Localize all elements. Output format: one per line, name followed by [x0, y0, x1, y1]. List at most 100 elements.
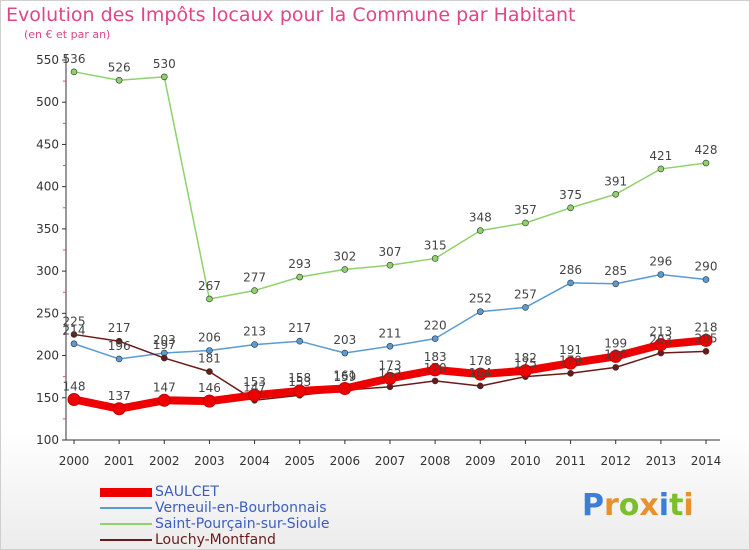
data-label: 191: [559, 343, 582, 357]
data-label: 196: [108, 339, 131, 353]
y-tick-label: 550: [36, 53, 59, 67]
data-label: 428: [695, 143, 718, 157]
data-point: [383, 371, 397, 385]
x-tick-label: 2001: [104, 454, 135, 468]
chart-title: Evolution des Impôts locaux pour la Comm…: [6, 4, 576, 26]
x-tick-label: 2006: [330, 454, 361, 468]
data-label: 220: [424, 319, 447, 333]
legend-swatch: [100, 539, 152, 541]
data-point: [70, 331, 78, 338]
data-point: [386, 342, 394, 350]
data-point: [251, 341, 258, 348]
data-label: 148: [63, 379, 86, 393]
data-point: [386, 261, 394, 269]
x-tick-label: 2014: [691, 454, 722, 468]
y-tick-label: 350: [36, 222, 59, 236]
data-label: 203: [333, 333, 356, 347]
data-point: [431, 377, 439, 385]
data-point: [609, 349, 623, 363]
data-label: 217: [108, 321, 131, 335]
logo-letter: t: [669, 488, 684, 523]
data-label: 203: [153, 333, 176, 347]
data-point: [206, 295, 213, 303]
data-label: 217: [288, 321, 311, 335]
data-label: 526: [108, 60, 131, 74]
x-tick-label: 2003: [194, 454, 225, 468]
data-label: 293: [288, 257, 311, 271]
data-point: [612, 364, 620, 371]
data-label: 375: [559, 188, 582, 202]
data-label: 214: [63, 324, 86, 338]
data-label: 530: [153, 57, 176, 71]
data-point: [518, 364, 532, 378]
y-tick-label: 400: [36, 180, 59, 194]
data-point: [341, 349, 349, 357]
logo-letter: i: [658, 488, 670, 523]
data-label: 153: [288, 375, 311, 389]
logo-letter: o: [618, 488, 640, 523]
proxiti-logo: Proxiti: [582, 488, 694, 523]
data-point: [657, 271, 665, 278]
data-label: 161: [333, 368, 356, 382]
legend-swatch: [100, 523, 152, 525]
legend-label: Saint-Pourçain-sur-Sioule: [155, 516, 330, 532]
data-point: [702, 348, 710, 355]
data-point: [476, 308, 484, 315]
data-point: [564, 356, 578, 370]
data-point: [567, 204, 574, 212]
data-point: [428, 363, 442, 377]
data-point: [702, 276, 710, 283]
data-label: 391: [604, 174, 627, 188]
data-label: 348: [469, 211, 492, 225]
data-label: 182: [514, 351, 537, 365]
data-label: 290: [695, 260, 718, 274]
data-point: [296, 273, 304, 281]
data-label: 218: [695, 320, 718, 334]
data-point: [702, 159, 710, 167]
data-point: [206, 368, 213, 375]
data-point: [431, 335, 439, 342]
data-label: 211: [379, 326, 402, 340]
data-point: [476, 382, 484, 390]
y-tick-label: 500: [36, 95, 59, 109]
data-point: [657, 165, 665, 173]
data-label: 147: [243, 380, 266, 394]
data-point: [654, 338, 668, 352]
data-label: 158: [288, 371, 311, 385]
data-label: 307: [379, 245, 402, 259]
data-label: 213: [243, 325, 266, 339]
data-label: 137: [108, 389, 131, 403]
data-point: [160, 354, 168, 362]
data-label: 159: [333, 370, 356, 384]
data-point: [160, 73, 168, 81]
data-point: [115, 355, 123, 363]
x-tick-label: 2009: [465, 454, 496, 468]
data-point: [70, 68, 78, 76]
logo-letter: P: [582, 488, 604, 523]
data-label: 173: [379, 358, 402, 372]
data-point: [612, 190, 620, 198]
x-tick-label: 2004: [239, 454, 270, 468]
data-point: [567, 369, 574, 377]
x-tick-label: 2000: [59, 454, 90, 468]
x-tick-label: 2007: [375, 454, 406, 468]
data-label: 357: [514, 203, 537, 217]
data-point: [67, 392, 81, 406]
data-label: 302: [333, 249, 356, 263]
data-label: 286: [559, 263, 582, 277]
y-tick-label: 250: [36, 306, 59, 320]
data-label: 296: [649, 254, 672, 268]
data-point: [522, 304, 529, 311]
data-label: 178: [469, 354, 492, 368]
data-label: 252: [469, 292, 492, 306]
data-label: 315: [424, 238, 447, 252]
data-label: 205: [695, 331, 718, 345]
data-label: 267: [198, 279, 221, 293]
data-label: 163: [379, 367, 402, 381]
data-point: [112, 402, 126, 416]
data-label: 175: [514, 357, 537, 371]
data-label: 181: [198, 352, 221, 366]
data-label: 285: [604, 264, 627, 278]
